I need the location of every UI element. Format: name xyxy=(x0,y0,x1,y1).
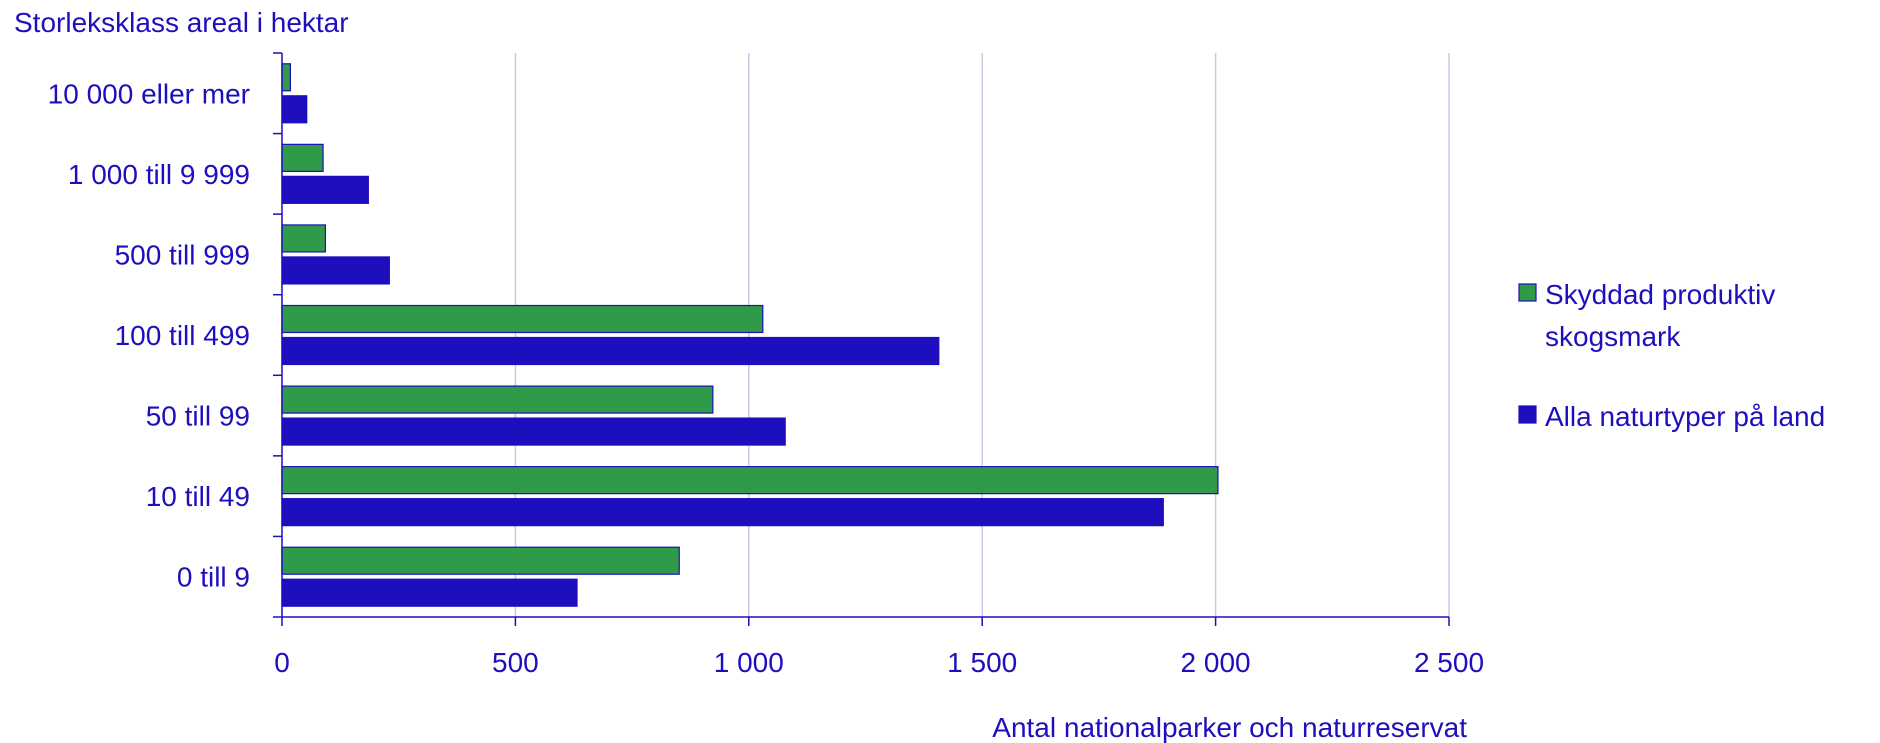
category-label: 10 till 49 xyxy=(146,481,250,512)
x-tick-label: 0 xyxy=(274,647,290,678)
category-label: 1 000 till 9 999 xyxy=(68,159,250,190)
bar-alla-naturtyper xyxy=(281,417,786,446)
bar-alla-naturtyper xyxy=(281,256,390,285)
gridlines xyxy=(514,53,1450,617)
bar-skyddad-skogsmark xyxy=(281,224,327,253)
bar-skyddad-skogsmark xyxy=(281,546,680,575)
category-label: 0 till 9 xyxy=(177,562,250,593)
bar-skyddad-skogsmark xyxy=(281,385,714,414)
bar-alla-naturtyper xyxy=(281,95,308,124)
legend-label: skogsmark xyxy=(1545,321,1681,352)
x-tick-label: 2 500 xyxy=(1414,647,1484,678)
x-tick-label: 1 000 xyxy=(714,647,784,678)
x-tick-label: 1 500 xyxy=(947,647,1017,678)
legend-swatch xyxy=(1518,283,1537,302)
bar-skyddad-skogsmark xyxy=(281,466,1219,495)
category-labels: 10 000 eller mer 1 000 till 9 999 500 till… xyxy=(48,78,250,592)
x-axis-title: Antal nationalparker och naturreservat xyxy=(992,712,1467,743)
x-tick-label: 2 000 xyxy=(1181,647,1251,678)
bar-alla-naturtyper xyxy=(281,498,1164,527)
legend-label: Alla naturtyper på land xyxy=(1545,401,1825,432)
bar-skyddad-skogsmark xyxy=(281,143,324,172)
x-tick-labels: 0 500 1 000 1 500 2 000 2 500 xyxy=(274,647,1484,678)
legend-label: Skyddad produktiv xyxy=(1545,279,1775,310)
category-label: 500 till 999 xyxy=(115,239,250,270)
x-tick-label: 500 xyxy=(492,647,539,678)
bars xyxy=(281,63,1219,607)
legend-swatch xyxy=(1518,405,1537,424)
bar-skyddad-skogsmark xyxy=(281,63,292,92)
category-label: 100 till 499 xyxy=(115,320,250,351)
y-axis-title: Storleksklass areal i hektar xyxy=(14,7,349,38)
axes xyxy=(273,52,1450,626)
category-label: 10 000 eller mer xyxy=(48,78,250,109)
bar-skyddad-skogsmark xyxy=(281,304,764,334)
category-label: 50 till 99 xyxy=(146,401,250,432)
bar-alla-naturtyper xyxy=(281,175,369,204)
legend: Skyddad produktiv skogsmark Alla naturtype… xyxy=(1518,279,1825,432)
bar-alla-naturtyper xyxy=(281,578,578,607)
bar-alla-naturtyper xyxy=(281,336,940,366)
